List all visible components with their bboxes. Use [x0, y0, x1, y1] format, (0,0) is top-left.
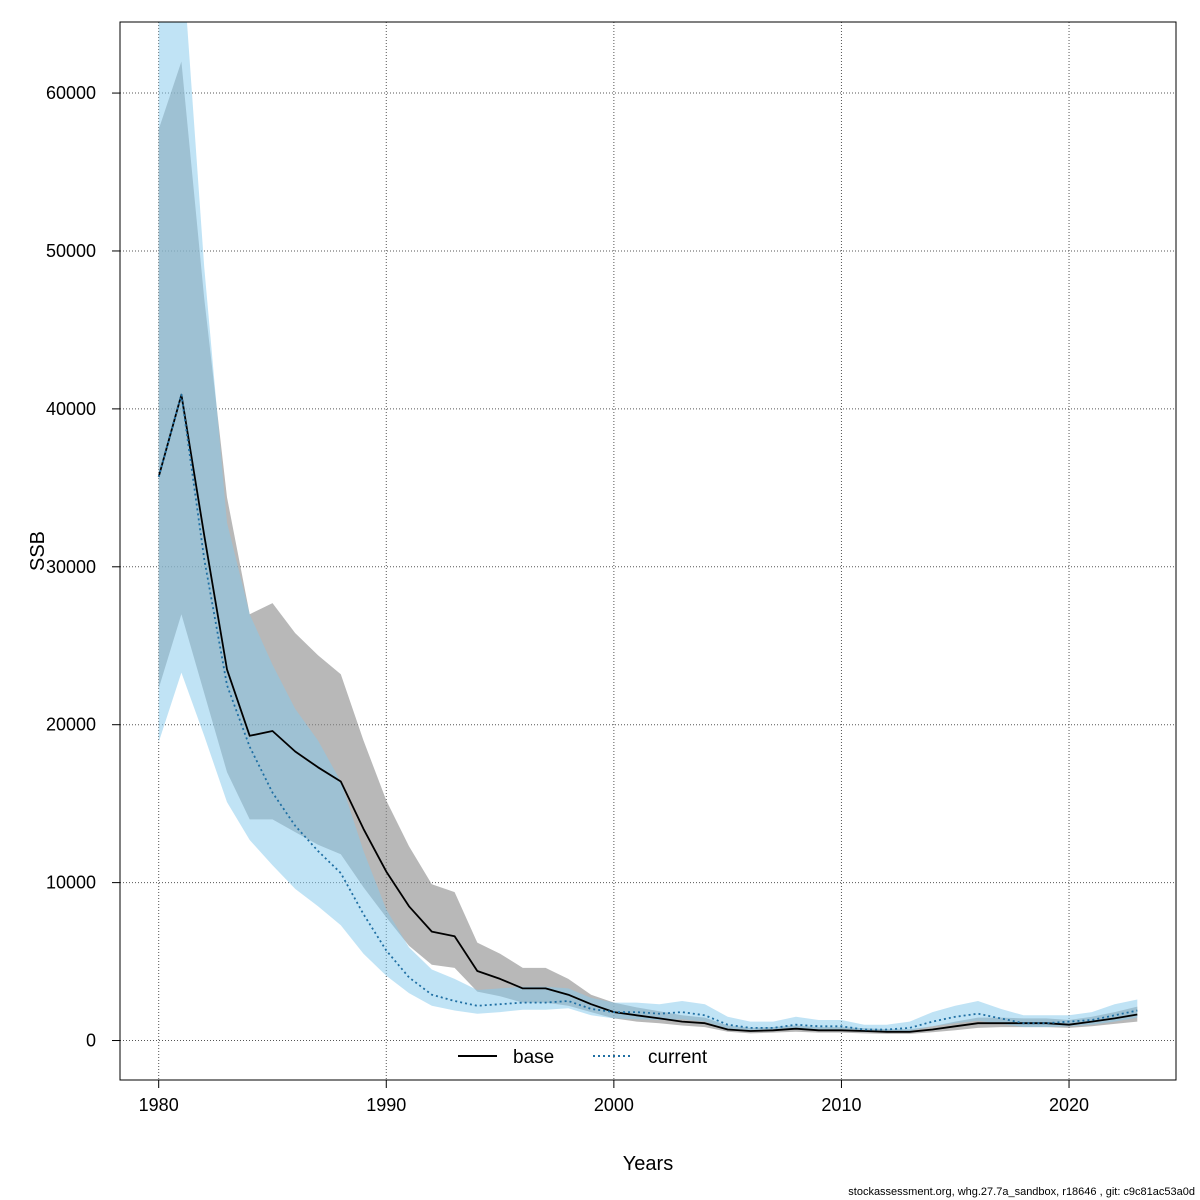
plot-frame	[119, 21, 1177, 1081]
y-tick-label: 0	[86, 1031, 96, 1051]
y-tick-label: 10000	[46, 873, 96, 893]
y-axis: 0 10000 20000 30000 40000 50000 60000	[46, 83, 120, 1051]
legend-label-current: current	[648, 1047, 708, 1068]
footer-credit: stockassessment.org, whg.27.7a_sandbox, …	[848, 1186, 1195, 1198]
confidence-band-current	[158, 22, 1138, 1032]
confidence-bands	[158, 22, 1138, 1034]
y-axis-title: SSB	[27, 531, 49, 571]
x-axis: 1980 1990 2000 2010 2020	[139, 1080, 1089, 1115]
y-tick-label: 30000	[46, 557, 96, 577]
x-tick-label: 2010	[821, 1095, 861, 1115]
x-tick-label: 1990	[366, 1095, 406, 1115]
x-axis-title: Years	[623, 1153, 673, 1175]
series-line-base	[157, 393, 1138, 1033]
series-lines	[157, 393, 1138, 1033]
series-line-current	[157, 393, 1138, 1031]
legend-label-base: base	[513, 1047, 554, 1068]
y-tick-label: 60000	[46, 83, 96, 103]
legend: base current	[458, 1047, 708, 1068]
y-tick-label: 20000	[46, 715, 96, 735]
grid	[120, 22, 1176, 1080]
x-tick-label: 2020	[1049, 1095, 1089, 1115]
x-tick-label: 1980	[139, 1095, 179, 1115]
y-tick-label: 40000	[46, 399, 96, 419]
x-tick-label: 2000	[594, 1095, 634, 1115]
y-tick-label: 50000	[46, 241, 96, 261]
